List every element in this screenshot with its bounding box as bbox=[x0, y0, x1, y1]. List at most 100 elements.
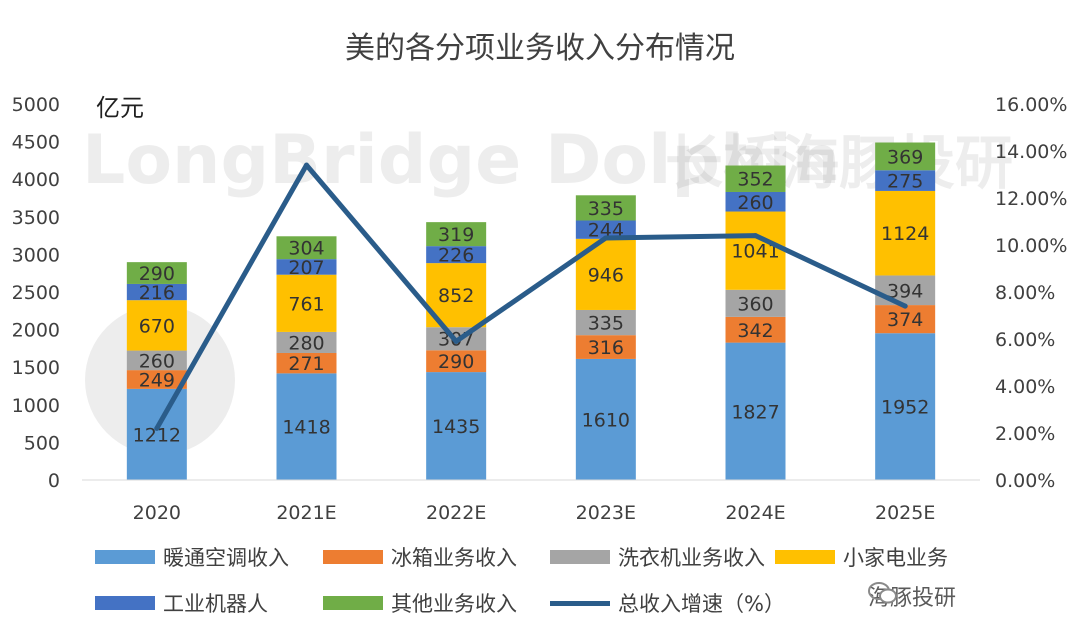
legend-item-small-appliance: 小家电业务 bbox=[775, 542, 948, 572]
growth-point bbox=[304, 162, 309, 168]
data-label: 335 bbox=[588, 198, 624, 220]
bar-segment bbox=[575, 309, 636, 336]
data-label: 1124 bbox=[881, 223, 929, 245]
bar-segment bbox=[126, 370, 187, 389]
y2-tick-label: 14.00% bbox=[995, 141, 1067, 163]
data-label: 249 bbox=[139, 369, 175, 391]
line-layer bbox=[154, 162, 908, 431]
bar-segment bbox=[875, 305, 936, 334]
growth-point bbox=[453, 338, 459, 344]
data-label: 280 bbox=[288, 332, 324, 354]
footer-brand: 海豚投研 bbox=[868, 580, 956, 612]
bar-segment bbox=[426, 372, 487, 480]
y2-tick-label: 6.00% bbox=[995, 329, 1055, 351]
y2-tick-label: 0.00% bbox=[995, 470, 1055, 492]
watermark-text: LongBridge Dolphin bbox=[82, 121, 840, 200]
data-label: 207 bbox=[288, 257, 324, 279]
axes-layer: 0 500 1000 1500 2000 2500 3000 3500 4000 4500 5000… bbox=[12, 94, 1068, 524]
legend-swatch bbox=[323, 550, 383, 564]
legend-swatch bbox=[95, 550, 155, 564]
y2-tick-label: 8.00% bbox=[995, 282, 1055, 304]
y-tick-label: 3500 bbox=[12, 207, 60, 229]
bar-segment bbox=[276, 331, 337, 353]
data-label: 319 bbox=[438, 224, 474, 246]
bar-segment bbox=[426, 246, 487, 264]
y2-tick-label: 4.00% bbox=[995, 376, 1055, 398]
y-tick-label: 5000 bbox=[12, 94, 60, 116]
data-label: 1827 bbox=[731, 401, 779, 423]
bar-segment bbox=[276, 236, 337, 260]
bar-segment bbox=[725, 342, 786, 480]
legend-item-washer: 洗衣机业务收入 bbox=[550, 542, 765, 572]
legend-label: 暖通空调收入 bbox=[163, 546, 289, 570]
y-tick-label: 4000 bbox=[12, 169, 60, 191]
bar-segment bbox=[426, 222, 487, 247]
bar-segment bbox=[725, 316, 786, 343]
legend-label: 洗衣机业务收入 bbox=[618, 546, 765, 570]
data-label: 374 bbox=[887, 309, 923, 331]
data-label: 761 bbox=[288, 293, 324, 315]
legend-label: 其他业务收入 bbox=[391, 592, 517, 616]
data-label: 352 bbox=[737, 169, 773, 191]
y-tick-label: 1500 bbox=[12, 357, 60, 379]
growth-point bbox=[154, 425, 160, 431]
data-label: 394 bbox=[887, 280, 923, 302]
legend-item-other: 其他业务收入 bbox=[323, 588, 517, 618]
bar-segment bbox=[725, 165, 786, 192]
y2-tick-label: 10.00% bbox=[995, 235, 1067, 257]
x-tick-label: 2022E bbox=[426, 502, 486, 524]
data-label: 216 bbox=[139, 282, 175, 304]
legend-label: 总收入增速（%） bbox=[618, 592, 785, 616]
chart-svg: 美的各分项业务收入分布情况 亿元 LongBridge Dolphin 长桥海豚… bbox=[12, 31, 1068, 524]
bar-segment bbox=[575, 358, 636, 480]
bar-segment bbox=[875, 142, 936, 171]
bar-segment bbox=[875, 333, 936, 480]
legend-label: 小家电业务 bbox=[843, 546, 948, 570]
data-label: 260 bbox=[737, 192, 773, 214]
x-tick-label: 2025E bbox=[875, 502, 935, 524]
bar-segment bbox=[126, 350, 187, 371]
bars-layer: 1212249260670216290141827128076120730414… bbox=[126, 142, 936, 480]
legend-label: 工业机器人 bbox=[163, 592, 268, 616]
bar-segment bbox=[126, 283, 187, 301]
data-label: 670 bbox=[139, 315, 175, 337]
data-label: 1952 bbox=[881, 397, 929, 419]
x-tick-label: 2023E bbox=[576, 502, 636, 524]
legend-swatch bbox=[95, 596, 155, 610]
legend-swatch bbox=[775, 550, 835, 564]
y-tick-label: 1000 bbox=[12, 395, 60, 417]
chart-title: 美的各分项业务收入分布情况 bbox=[345, 31, 735, 66]
bar-segment bbox=[276, 352, 337, 374]
bar-segment bbox=[875, 170, 936, 191]
growth-line bbox=[154, 162, 908, 431]
data-label: 369 bbox=[887, 146, 923, 168]
data-label: 226 bbox=[438, 245, 474, 267]
x-tick-label: 2024E bbox=[725, 502, 785, 524]
y-tick-label: 3000 bbox=[12, 244, 60, 266]
data-label: 271 bbox=[288, 353, 324, 375]
bar-segment bbox=[575, 335, 636, 359]
x-tick-label: 2020 bbox=[133, 502, 181, 524]
y-tick-label: 4500 bbox=[12, 132, 60, 154]
data-label: 852 bbox=[438, 285, 474, 307]
y-tick-label: 2000 bbox=[12, 320, 60, 342]
bar-segment bbox=[875, 275, 936, 306]
data-label: 1610 bbox=[582, 409, 630, 431]
data-label: 290 bbox=[139, 263, 175, 285]
data-label: 275 bbox=[887, 171, 923, 193]
data-label: 290 bbox=[438, 351, 474, 373]
x-tick-label: 2021E bbox=[276, 502, 336, 524]
data-label: 946 bbox=[588, 264, 624, 286]
bar-segment bbox=[126, 388, 187, 480]
bar-segment bbox=[126, 262, 187, 284]
bar-segment bbox=[575, 195, 636, 221]
legend-label: 冰箱业务收入 bbox=[391, 546, 517, 570]
data-label: 1212 bbox=[133, 424, 181, 446]
watermark-cn-text: 长桥海豚投研 bbox=[665, 129, 1013, 197]
data-label: 260 bbox=[139, 350, 175, 372]
growth-point bbox=[753, 233, 758, 239]
data-label: 1041 bbox=[731, 241, 779, 263]
data-label: 342 bbox=[737, 320, 773, 342]
legend-swatch bbox=[323, 596, 383, 610]
